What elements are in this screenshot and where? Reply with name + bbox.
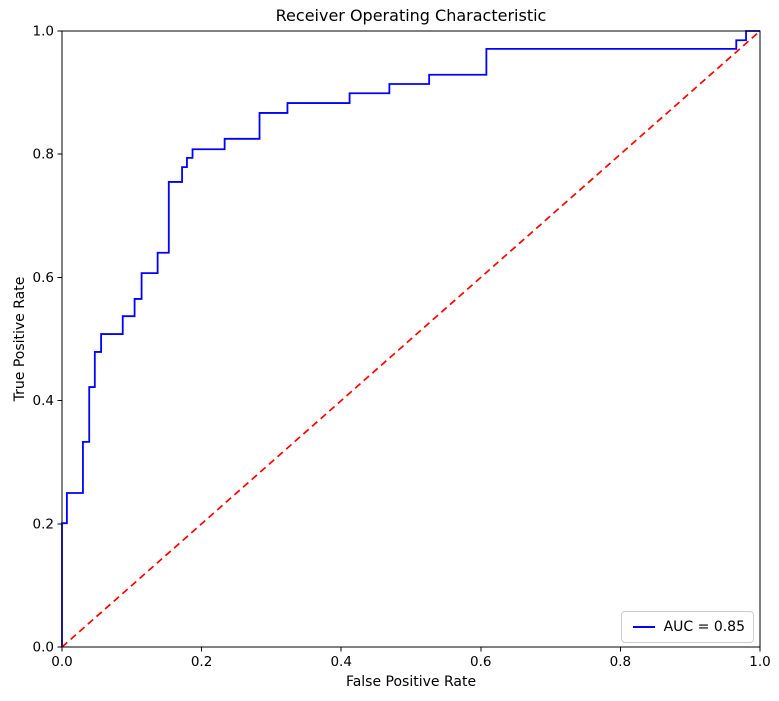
y-tick-label: 0.6 <box>33 270 54 286</box>
y-tick-label: 0.8 <box>33 147 54 163</box>
legend: AUC = 0.85 <box>621 611 754 643</box>
roc-curve-line <box>61 30 760 647</box>
legend-line-sample <box>633 626 655 628</box>
x-tick-label: 0.0 <box>51 654 72 670</box>
x-tick-label: 0.4 <box>330 654 351 670</box>
y-tick-label: 1.0 <box>33 24 54 40</box>
y-tick-label: 0.0 <box>33 640 54 656</box>
x-tick-label: 0.2 <box>191 654 212 670</box>
y-tick-label: 0.2 <box>33 516 54 532</box>
x-tick-label: 0.8 <box>610 654 631 670</box>
x-axis-label: False Positive Rate <box>345 674 477 690</box>
chart-title: Receiver Operating Characteristic <box>275 6 547 25</box>
chance-diagonal-line <box>61 30 761 648</box>
x-tick-label: 0.6 <box>470 654 491 670</box>
axes-spines <box>61 30 761 648</box>
legend-label: AUC = 0.85 <box>663 619 745 635</box>
x-tick-label: 1.0 <box>749 654 770 670</box>
y-tick-label: 0.4 <box>33 393 54 409</box>
y-axis-label: True Positive Rate <box>12 276 28 402</box>
